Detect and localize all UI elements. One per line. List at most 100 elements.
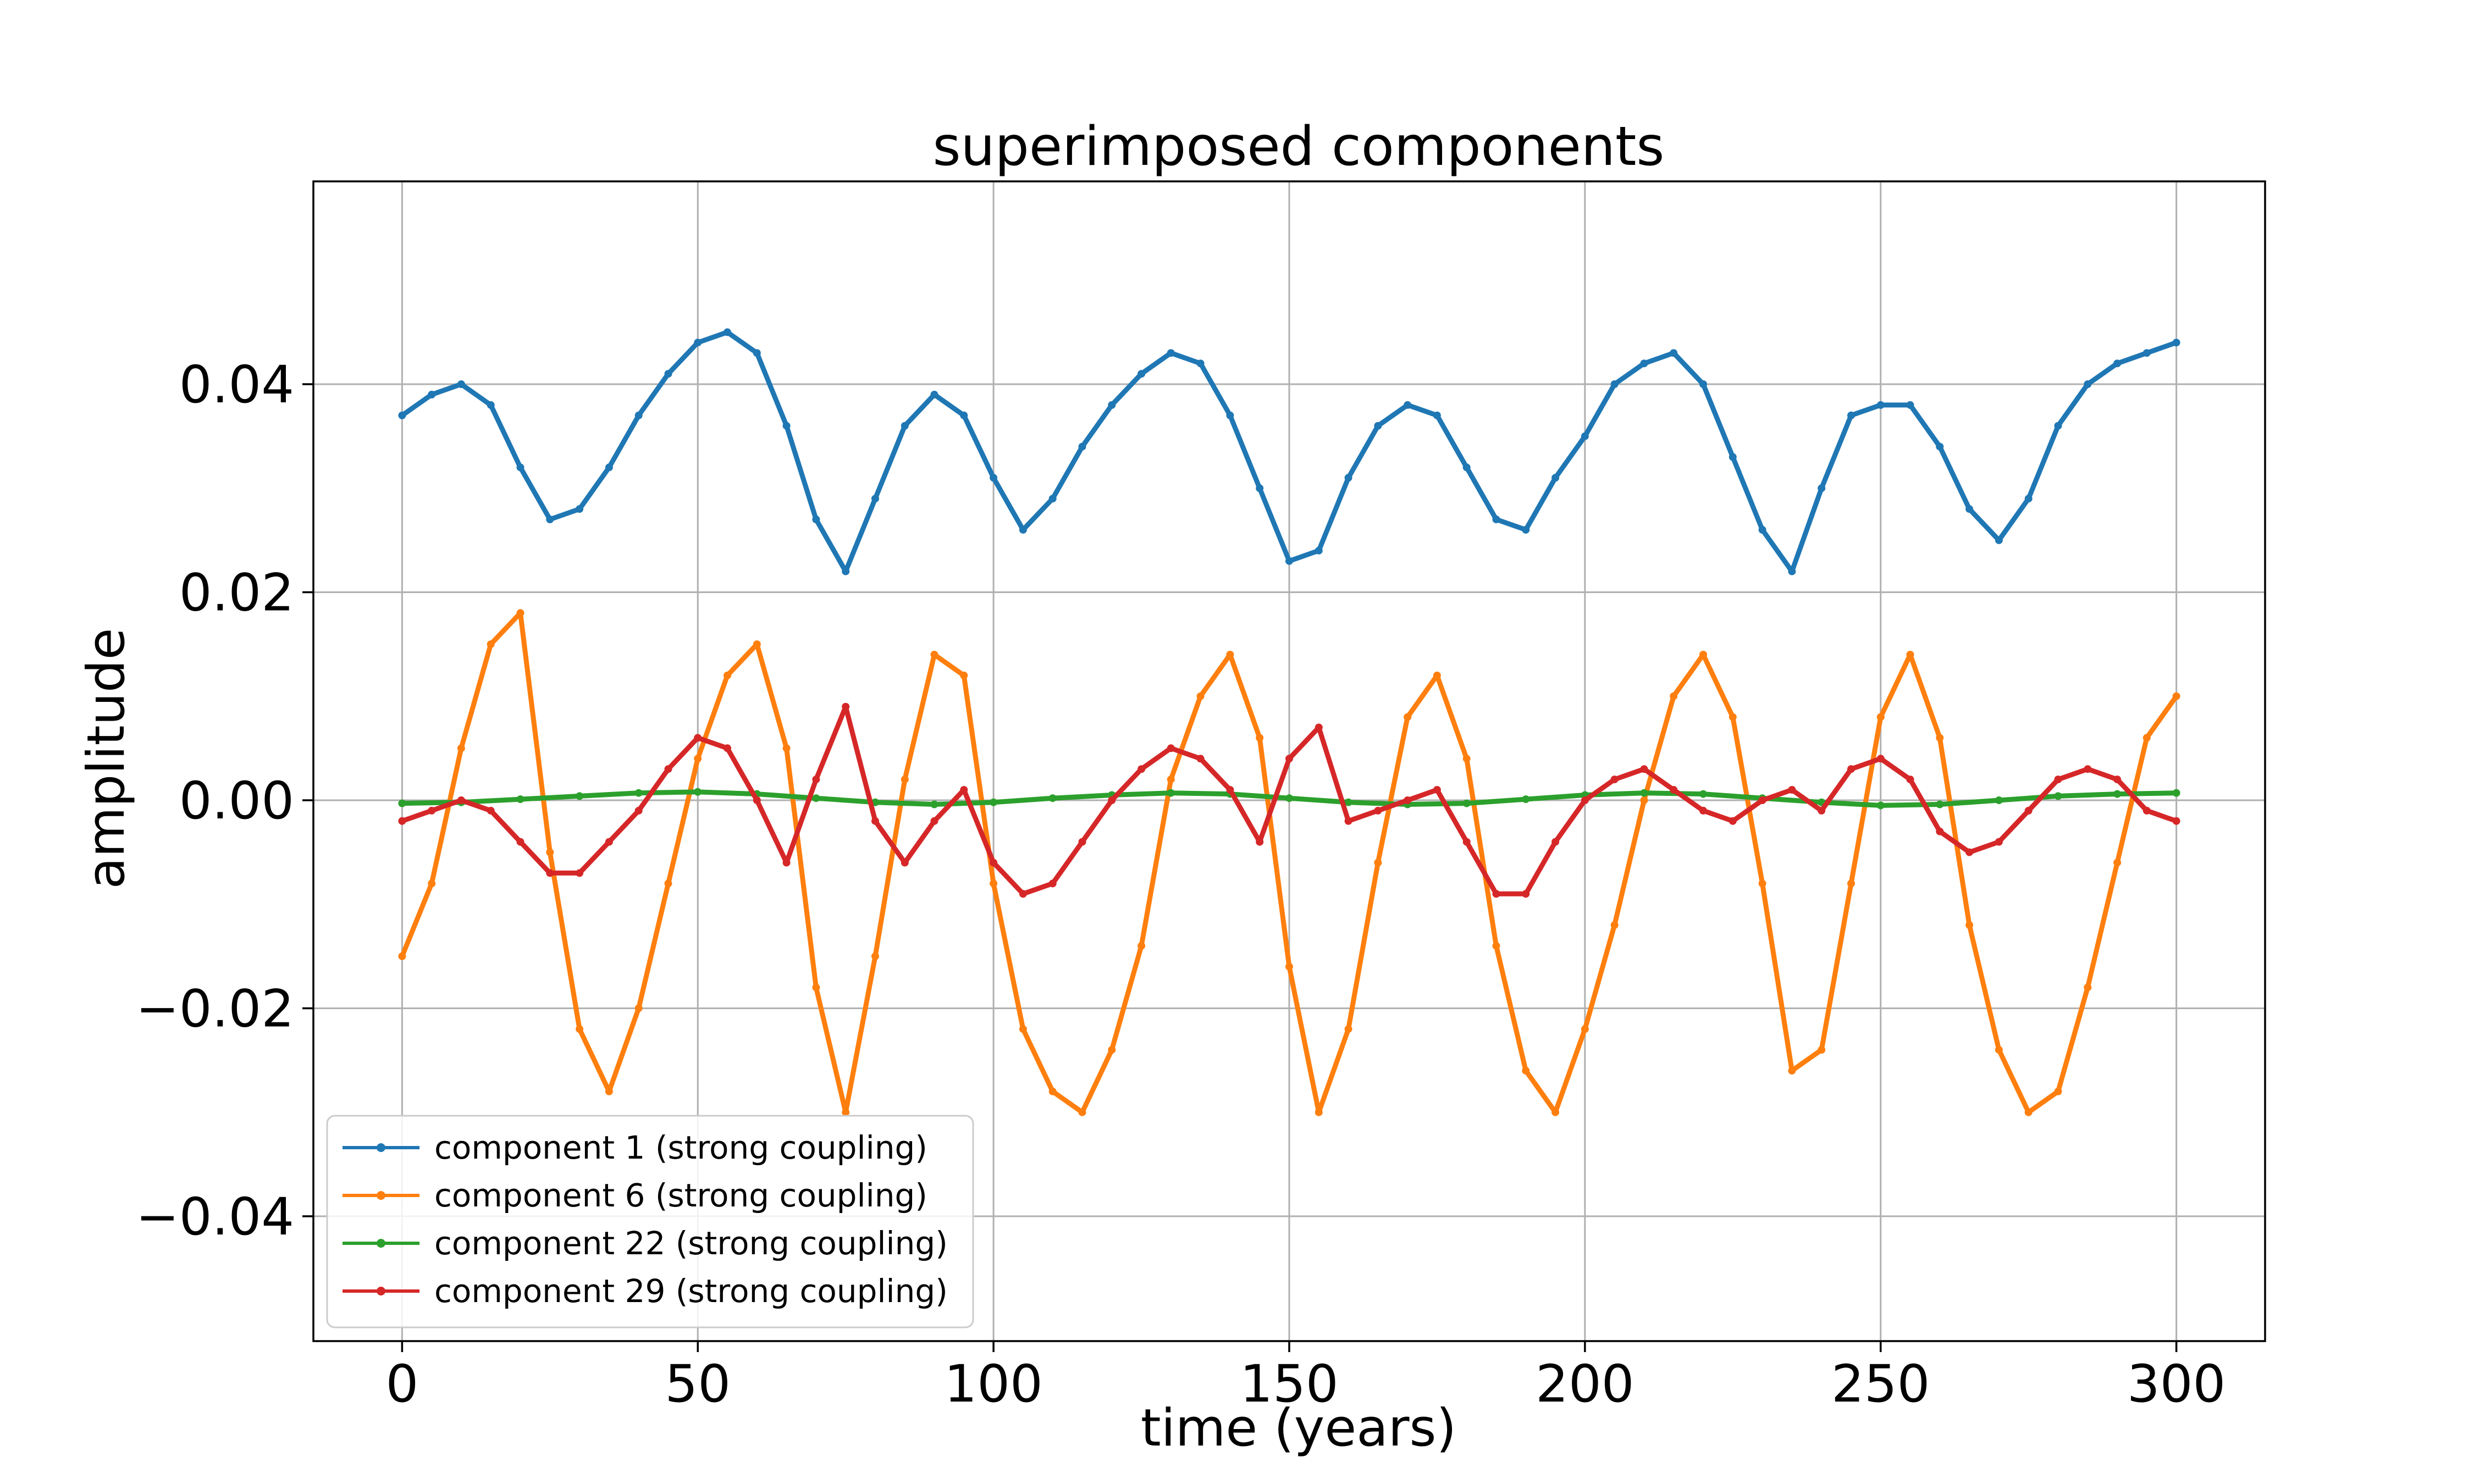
y-tick-label: −0.04 [136,1187,294,1247]
legend-label: component 1 (strong coupling) [434,1129,927,1166]
data-point [1995,1046,2003,1054]
data-point [724,328,731,336]
data-point [1404,713,1412,721]
data-point [1699,790,1707,798]
data-point [2113,790,2122,798]
legend-item: component 1 (strong coupling) [343,1129,927,1166]
data-point [1374,859,1382,867]
data-point [1936,442,1944,451]
x-tick-label: 250 [1831,1354,1930,1414]
data-point [782,859,791,867]
data-point [2142,734,2151,742]
x-tick-label: 150 [1240,1354,1338,1414]
y-tick-label: −0.02 [136,979,294,1039]
data-point [2084,765,2092,773]
data-point [1876,755,1885,763]
x-tick-label: 200 [1536,1354,1634,1414]
legend-marker [377,1287,385,1295]
data-point [1462,463,1471,472]
data-point [1847,411,1855,419]
data-point [487,401,495,409]
data-point [1906,651,1914,658]
data-point [1965,848,1974,856]
x-tick-label: 0 [385,1354,418,1414]
data-point [664,370,672,378]
data-point [1256,484,1264,492]
legend-marker [377,1239,385,1248]
data-point [930,651,938,658]
y-tick-label: 0.00 [179,771,294,831]
data-point [1019,525,1027,534]
data-point [1315,546,1323,555]
data-point [634,789,643,797]
data-point [516,795,524,804]
data-point [1818,484,1826,492]
data-point [1729,713,1737,721]
data-point [398,952,406,960]
data-point [1344,798,1352,806]
data-point [1640,789,1648,797]
data-point [842,1108,850,1116]
y-tick-label: 0.04 [179,355,294,415]
data-point [871,495,879,503]
x-tick-label: 100 [944,1354,1042,1414]
data-point [1670,349,1678,357]
data-point [1522,795,1530,804]
data-point [2172,789,2180,797]
data-point [428,806,436,815]
data-point [782,422,791,430]
data-point [753,640,761,649]
data-point [1522,890,1530,898]
data-point [1256,838,1264,846]
data-point [1167,776,1175,784]
data-point [1936,827,1944,835]
data-point [1344,1025,1352,1033]
data-point [1462,799,1471,807]
data-point [2054,1087,2062,1095]
data-point [990,474,998,482]
data-point [1699,380,1707,388]
data-point [1581,796,1589,804]
legend: component 1 (strong coupling) component 6… [326,1115,974,1328]
data-point [457,744,465,752]
data-point [2113,776,2122,784]
data-point [1995,536,2003,544]
data-point [812,516,820,523]
data-point [694,734,702,742]
data-point [634,806,643,815]
data-point [1019,890,1027,898]
data-point [1285,962,1293,971]
data-point [1404,796,1412,804]
data-point [871,952,879,960]
data-point [1818,806,1826,815]
data-point [1226,651,1234,658]
data-point [1640,796,1648,804]
data-point [2024,495,2033,503]
data-point [1315,723,1323,732]
data-point [1876,401,1885,409]
plot-area [398,328,2180,1116]
data-point [1551,474,1560,482]
data-point [516,463,524,472]
data-point [546,869,554,877]
data-point [1344,474,1352,482]
data-point [1433,671,1441,679]
data-point [1167,789,1175,797]
legend-item: component 29 (strong coupling) [343,1272,948,1310]
data-point [1640,359,1648,368]
data-point [1581,432,1589,440]
data-point [1344,817,1352,825]
data-point [1522,525,1530,534]
data-point [1965,921,1974,929]
data-point [546,516,554,523]
data-point [1078,1108,1086,1116]
data-point [1196,359,1205,368]
data-point [1315,1108,1323,1116]
data-point [1522,1067,1530,1075]
data-point [1995,796,2003,804]
data-point [1758,796,1766,804]
data-point [1019,1025,1027,1033]
series-1 [398,328,2180,575]
data-point [2024,1108,2033,1116]
data-point [1108,796,1116,804]
